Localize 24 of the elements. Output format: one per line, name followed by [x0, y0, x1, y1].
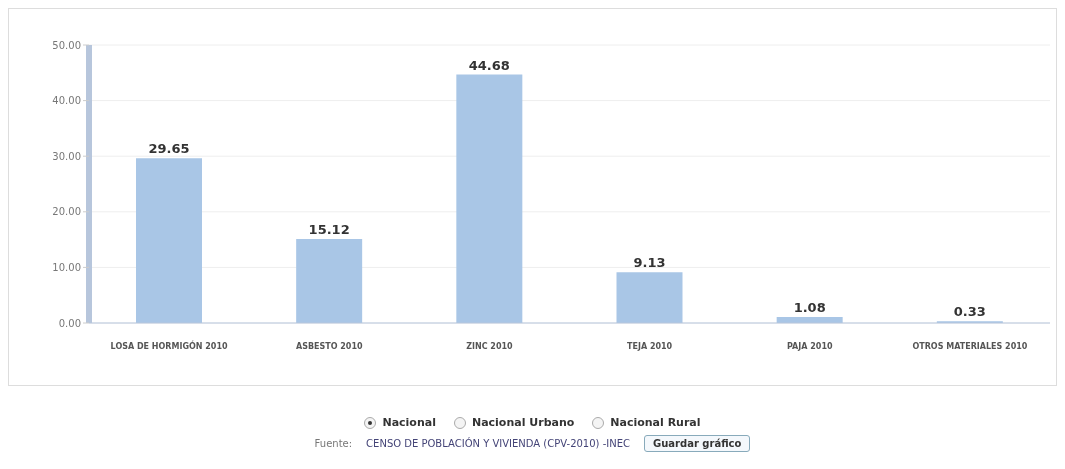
y-tick-label: 20.00 [52, 206, 81, 218]
y-tick-label: 40.00 [52, 95, 81, 107]
data-label: 44.68 [468, 57, 510, 73]
data-label: 0.33 [953, 304, 986, 320]
data-label: 9.13 [633, 255, 666, 271]
x-tick-label: LOSA DE HORMIGÓN 2010 [110, 339, 228, 351]
text: Nacional Urbano [471, 416, 575, 429]
x-tick-label: ZINC 2010 [466, 341, 514, 351]
text: CENSO DE POBLACIÓN Y VIVIENDA (CPV-2010) -INEC [366, 438, 631, 449]
x-tick-label: PAJA 2010 [786, 341, 833, 351]
data-label: 29.65 [148, 141, 190, 157]
data-label: 1.08 [793, 300, 826, 315]
text: Nacional [382, 416, 436, 429]
x-tick-label: ASBESTO 2010 [295, 341, 363, 351]
y-tick-label: 0.00 [58, 317, 81, 329]
source-note: Fuente: [314, 438, 353, 449]
x-tick-label: TEJA 2010 [627, 341, 673, 351]
y-tick-label: 30.00 [52, 150, 81, 162]
x-tick-label: OTROS MATERIALES 2010 [912, 341, 1028, 351]
text: Guardar gráfico [644, 435, 751, 452]
text: Nacional Rural [610, 416, 701, 429]
y-tick-label: 10.00 [52, 261, 81, 273]
y-tick-label: 50.00 [52, 39, 81, 51]
data-label: 15.12 [308, 221, 350, 237]
